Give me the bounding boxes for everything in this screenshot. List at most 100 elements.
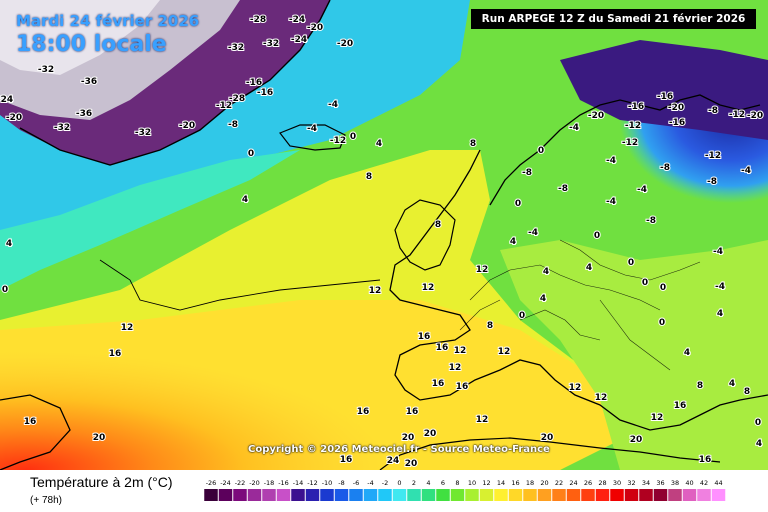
- temperature-label: -36: [81, 77, 97, 87]
- legend-swatch: [566, 489, 581, 501]
- temperature-label: 12: [121, 323, 134, 333]
- legend-tick-label: -4: [367, 479, 373, 487]
- eastern-mild-zone: [500, 240, 768, 470]
- temperature-label: 8: [744, 387, 750, 397]
- legend-tick-label: -6: [353, 479, 359, 487]
- temperature-label: -32: [54, 123, 70, 133]
- temperature-label: 4: [376, 139, 382, 149]
- legend-swatch: [494, 489, 508, 501]
- temperature-label: 0: [515, 199, 521, 209]
- temperature-label: 8: [697, 381, 703, 391]
- temperature-label: -12: [625, 121, 641, 131]
- temperature-label: 12: [454, 346, 467, 356]
- legend-swatch: [218, 489, 233, 501]
- temperature-label: 4: [717, 309, 723, 319]
- temperature-label: -20: [307, 23, 323, 33]
- temperature-label: -4: [569, 123, 579, 133]
- temperature-label: 4: [729, 379, 735, 389]
- temperature-label: -4: [328, 100, 338, 110]
- temperature-label: 4: [684, 348, 690, 358]
- temperature-label: 0: [594, 231, 600, 241]
- temperature-label: -16: [628, 102, 644, 112]
- temperature-label: -8: [522, 168, 532, 178]
- temperature-label: 4: [6, 239, 12, 249]
- legend-tick-label: -12: [307, 479, 318, 487]
- temperature-label: 20: [93, 433, 106, 443]
- legend-tick-label: -18: [264, 479, 275, 487]
- legend-tick-label: 26: [584, 479, 592, 487]
- temperature-label: -32: [228, 43, 244, 53]
- legend-swatch: [363, 489, 378, 501]
- legend-tick-label: 24: [569, 479, 577, 487]
- legend-swatch: [508, 489, 523, 501]
- temperature-label: 0: [660, 283, 666, 293]
- coastline-atlantic-outline: [99, 259, 381, 311]
- temperature-label: 8: [487, 321, 493, 331]
- temperature-label: -32: [135, 128, 151, 138]
- temperature-label: -4: [637, 185, 647, 195]
- temperature-label: -24: [289, 15, 305, 25]
- temperature-label: 16: [674, 401, 687, 411]
- legend-swatch: [595, 489, 610, 501]
- temperature-label: 12: [369, 286, 382, 296]
- run-info: Run ARPEGE 12 Z du Samedi 21 février 202…: [471, 9, 756, 29]
- temperature-label: -20: [179, 121, 195, 131]
- temperature-label: -12: [705, 151, 721, 161]
- lead-time-label: (+ 78h): [30, 495, 62, 506]
- warm-southwest-zone: [0, 300, 520, 470]
- temperature-label: 24: [387, 456, 400, 466]
- borders: [459, 239, 701, 371]
- legend-swatch: [378, 489, 392, 501]
- temperature-label: 4: [756, 439, 762, 449]
- temperature-label: 16: [699, 455, 712, 465]
- legend-tick-label: 40: [685, 479, 693, 487]
- temperature-label: 0: [659, 318, 665, 328]
- temperature-label: 20: [402, 433, 415, 443]
- legend-tick-label: 28: [598, 479, 606, 487]
- copyright-notice: Copyright © 2026 Meteociel.fr - Source M…: [248, 444, 550, 455]
- legend-tick-label: 6: [441, 479, 445, 487]
- temperature-label: 12: [476, 265, 489, 275]
- temperature-label: 4: [543, 267, 549, 277]
- temperature-label: -16: [669, 118, 685, 128]
- legend-tick-label: 34: [642, 479, 650, 487]
- temperature-label: 16: [340, 455, 353, 465]
- temperature-label: 16: [24, 417, 37, 427]
- variable-label: Température à 2m (°C): [30, 474, 173, 490]
- legend-swatches: [204, 489, 726, 501]
- temperature-label: -8: [558, 184, 568, 194]
- temperature-label: -12: [622, 138, 638, 148]
- temperature-label: -8: [708, 106, 718, 116]
- temperature-label: -16: [246, 78, 262, 88]
- legend-swatch: [624, 489, 639, 501]
- temperature-label: 0: [642, 278, 648, 288]
- temperature-label: 20: [541, 433, 554, 443]
- legend-swatch: [552, 489, 566, 501]
- color-scale-legend: -26 -24 -22 -20 -18 -16 -14 -12 -10 -8 -6 -4 -2 0 2 4 6 8…: [204, 479, 726, 501]
- legend-swatch: [392, 489, 407, 501]
- temperature-label: 16: [406, 407, 419, 417]
- temperature-label: -8: [707, 177, 717, 187]
- temperature-label: -20: [747, 111, 763, 121]
- coastline-iceland: [279, 124, 346, 151]
- temperature-label: -12: [729, 110, 745, 120]
- legend-swatch: [247, 489, 262, 501]
- temperature-label: 0: [628, 258, 634, 268]
- legend-swatch: [711, 489, 726, 501]
- legend-tick-label: -10: [322, 479, 333, 487]
- legend-swatch: [653, 489, 668, 501]
- forecast-time: 18:00 locale: [16, 32, 167, 57]
- legend-swatch: [291, 489, 305, 501]
- legend-tick-label: 16: [511, 479, 519, 487]
- legend-tick-label: 36: [656, 479, 664, 487]
- temperature-label: -20: [668, 103, 684, 113]
- legend-tick-label: 10: [468, 479, 476, 487]
- legend-tick-label: -14: [293, 479, 304, 487]
- legend-tick-label: 22: [555, 479, 563, 487]
- legend-tick-label: 38: [671, 479, 679, 487]
- legend-swatch: [610, 489, 624, 501]
- greenland-ice-center: [0, 0, 160, 75]
- temperature-label: -12: [216, 101, 232, 111]
- legend-tick-label: -22: [235, 479, 246, 487]
- temperature-label: 16: [418, 332, 431, 342]
